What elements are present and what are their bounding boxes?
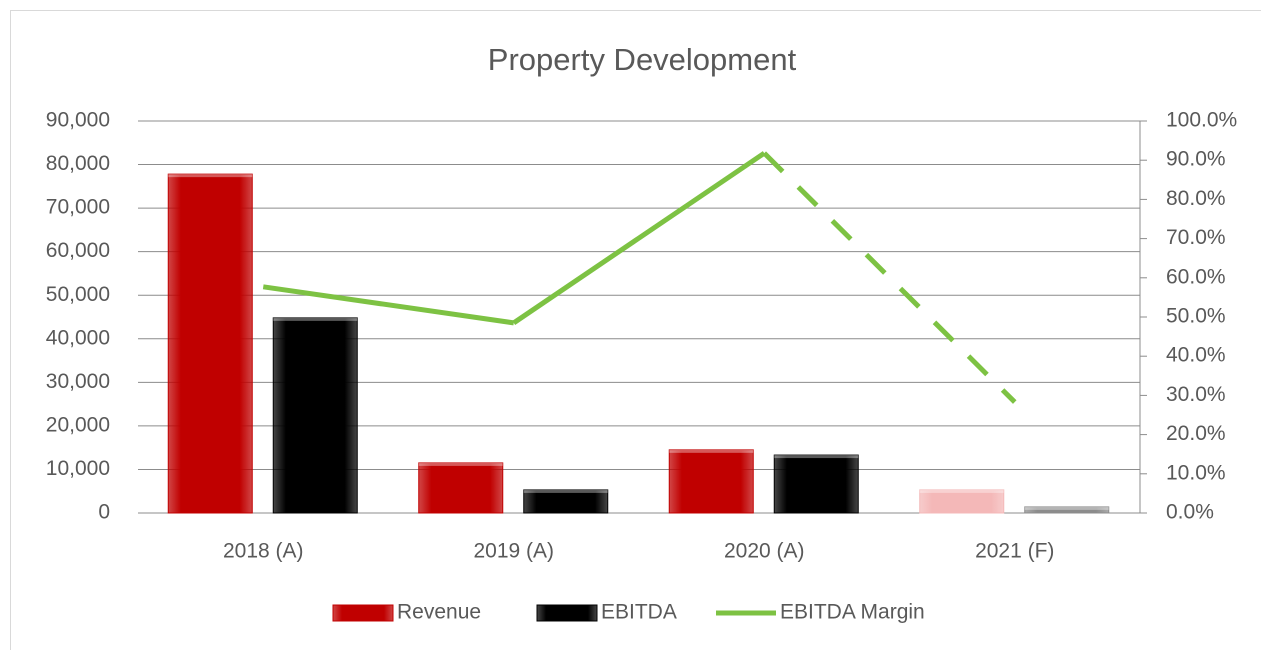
y2-tick-label: 80.0% — [1166, 187, 1226, 210]
bar — [1024, 506, 1110, 514]
legend-swatch — [536, 604, 598, 622]
bar-top — [774, 455, 859, 459]
bar — [272, 317, 358, 514]
y2-tick-label: 70.0% — [1166, 226, 1226, 249]
y2-tick-label: 10.0% — [1166, 461, 1226, 484]
y2-tick-label: 40.0% — [1166, 344, 1226, 367]
y2-tick-label: 0.0% — [1166, 501, 1214, 524]
y-tick-label: 30,000 — [46, 370, 110, 393]
bar-top — [1024, 506, 1109, 510]
y2-tick-label: 60.0% — [1166, 265, 1226, 288]
bar — [773, 454, 859, 514]
y-tick-label: 50,000 — [46, 283, 110, 306]
y-tick-label: 20,000 — [46, 413, 110, 436]
bar-top — [669, 449, 754, 453]
bar — [523, 489, 609, 514]
y2-tick-label: 30.0% — [1166, 383, 1226, 406]
x-tick-label: 2021 (F) — [975, 540, 1054, 563]
bar-top — [418, 462, 503, 466]
y2-tick-label: 20.0% — [1166, 422, 1226, 445]
legend-label: EBITDA Margin — [780, 601, 925, 624]
y-tick-label: 90,000 — [46, 109, 110, 132]
y2-tick-label: 100.0% — [1166, 109, 1237, 132]
chart-title: Property Development — [488, 42, 797, 77]
y-tick-label: 10,000 — [46, 457, 110, 480]
bar — [167, 173, 253, 514]
bar — [418, 462, 504, 514]
y-tick-label: 80,000 — [46, 152, 110, 175]
bar-top — [919, 489, 1004, 493]
legend-swatch — [332, 604, 394, 622]
y2-tick-label: 50.0% — [1166, 305, 1226, 328]
y-tick-label: 40,000 — [46, 326, 110, 349]
line-segment — [262, 284, 515, 326]
bar-top — [523, 489, 608, 493]
y2-tick-label: 90.0% — [1166, 148, 1226, 171]
chart-border — [10, 10, 1261, 650]
bar-top — [273, 317, 358, 321]
bar — [668, 449, 754, 514]
bar-top — [168, 174, 253, 178]
y-tick-label: 70,000 — [46, 196, 110, 219]
bar — [919, 489, 1005, 514]
y-tick-label: 60,000 — [46, 239, 110, 262]
legend-label: EBITDA — [601, 601, 677, 624]
x-tick-label: 2019 (A) — [473, 540, 554, 563]
x-tick-label: 2018 (A) — [223, 540, 304, 563]
line-segment — [512, 151, 766, 325]
y-tick-label: 0 — [98, 501, 110, 524]
x-tick-label: 2020 (A) — [724, 540, 805, 563]
line-segment — [762, 151, 1017, 404]
legend-label: Revenue — [397, 601, 481, 624]
